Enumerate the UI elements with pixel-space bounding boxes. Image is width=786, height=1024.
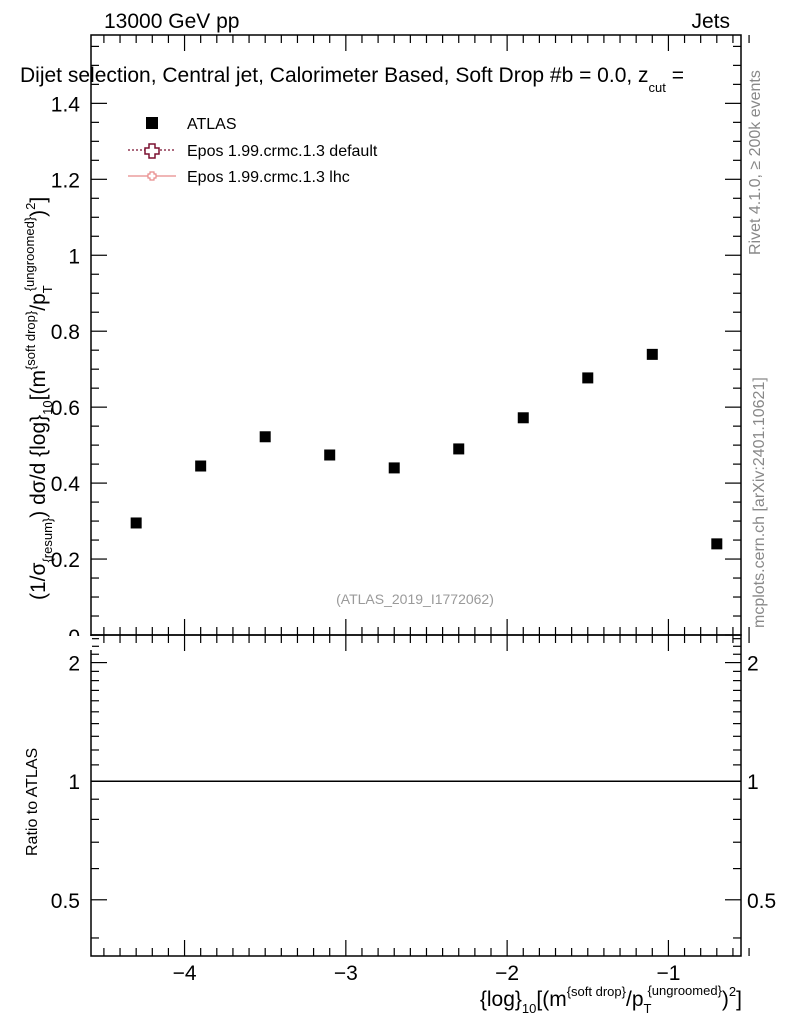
y-tick-label: 0.4 xyxy=(51,473,81,496)
legend-epos-default-marker xyxy=(144,143,160,159)
ratio-tick-label-left: 1 xyxy=(68,771,80,794)
atlas-data-point xyxy=(453,443,465,455)
atlas-data-point xyxy=(517,412,529,424)
legend-epos-default-label: Epos 1.99.crmc.1.3 default xyxy=(187,143,378,160)
legend-atlas-marker xyxy=(146,117,158,129)
y-tick-label: 0.8 xyxy=(51,321,80,344)
x-tick-label: −2 xyxy=(495,962,519,985)
y-tick-label: 1.2 xyxy=(51,169,80,192)
mcplots-label: mcplots.cern.ch [arXiv:2401.10621] xyxy=(751,377,768,628)
atlas-data-point xyxy=(324,449,336,461)
atlas-data-point xyxy=(582,372,594,384)
x-tick-labels: −4 −3 −2 −1 xyxy=(173,962,681,985)
ratio-tick-label-left: 0.5 xyxy=(51,890,80,913)
legend-atlas-label: ATLAS xyxy=(187,116,237,133)
process-label: Jets xyxy=(691,10,730,33)
ratio-tick-label-right: 0.5 xyxy=(747,890,776,913)
y-axis-label: (1/σ{resum}) dσ/d {log}10[(m{soft drop}/… xyxy=(22,197,55,600)
ratio-tick-label-right: 2 xyxy=(747,653,759,676)
atlas-data-points xyxy=(130,348,723,550)
y-tick-labels: 0.2 0.4 0.6 0.8 1 1.2 1.4 xyxy=(51,93,81,572)
ratio-tick-label-left: 2 xyxy=(68,653,80,676)
axis-ticks xyxy=(91,35,750,956)
x-tick-label: −4 xyxy=(173,962,197,985)
ratio-panel-frame xyxy=(90,634,742,957)
ratio-tick-labels: 0.5 0.5 1 1 2 2 xyxy=(51,653,776,913)
plot-title: Dijet selection, Central jet, Calorimete… xyxy=(20,64,684,95)
rivet-version-label: Rivet 4.1.0, ≥ 200k events xyxy=(747,70,764,255)
atlas-data-point xyxy=(388,462,400,474)
x-tick-label: −3 xyxy=(334,962,358,985)
edge-label-mask xyxy=(40,636,92,650)
atlas-data-point xyxy=(646,348,658,360)
energy-label: 13000 GeV pp xyxy=(104,10,239,33)
y-tick-label: 0.2 xyxy=(51,549,80,572)
legend-epos-lhc-marker xyxy=(147,171,157,181)
atlas-data-point xyxy=(195,460,207,472)
atlas-data-point xyxy=(711,538,723,550)
y-tick-label: 1 xyxy=(68,245,80,268)
legend-epos-lhc-label: Epos 1.99.crmc.1.3 lhc xyxy=(187,169,350,186)
atlas-data-point xyxy=(259,431,271,443)
ratio-y-axis-label: Ratio to ATLAS xyxy=(24,748,41,856)
ratio-tick-label-right: 1 xyxy=(747,771,759,794)
x-axis-label: {log}10[(m{soft drop}/pT{ungroomed})2] xyxy=(480,983,742,1016)
x-tick-label: −1 xyxy=(656,962,680,985)
legend: ATLAS Epos 1.99.crmc.1.3 default Epos 1.… xyxy=(128,116,378,186)
y-tick-label: 0.6 xyxy=(51,397,80,420)
y-tick-label: 1.4 xyxy=(51,93,81,116)
atlas-data-point xyxy=(130,517,142,529)
analysis-reference: (ATLAS_2019_I1772062) xyxy=(336,591,494,607)
